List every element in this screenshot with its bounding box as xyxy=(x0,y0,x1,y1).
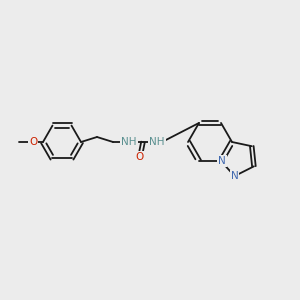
Text: O: O xyxy=(136,152,144,162)
Text: O: O xyxy=(29,137,37,147)
Text: O: O xyxy=(136,152,144,162)
Text: N: N xyxy=(218,156,226,166)
Text: O: O xyxy=(29,137,37,147)
Text: N: N xyxy=(231,171,239,181)
Text: NH: NH xyxy=(121,137,137,147)
Text: NH: NH xyxy=(121,137,137,147)
Text: N: N xyxy=(218,156,226,166)
Text: NH: NH xyxy=(149,137,165,147)
Text: N: N xyxy=(231,171,239,181)
Text: NH: NH xyxy=(149,137,165,147)
